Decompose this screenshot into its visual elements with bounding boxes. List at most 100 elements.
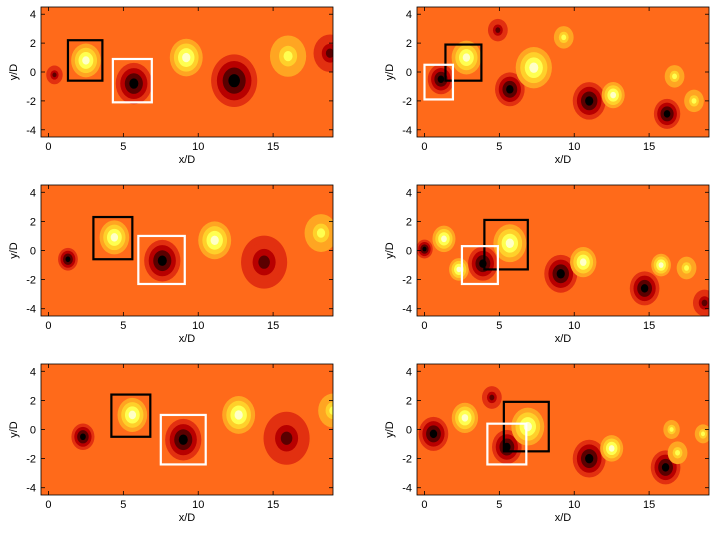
y-tick-label: 2 bbox=[30, 38, 36, 50]
positive-vortex bbox=[169, 38, 203, 77]
positive-vortex bbox=[676, 256, 697, 280]
vortex-contour bbox=[437, 75, 445, 83]
vorticity-panel: 0 5 10 15 4 2 0 -2 -4 x/D y/D bbox=[384, 184, 710, 345]
black-box bbox=[92, 215, 134, 261]
vortex-contour bbox=[82, 56, 90, 65]
positive-vortex bbox=[269, 35, 307, 77]
y-tick-label: 2 bbox=[406, 216, 412, 228]
x-tick-label: 0 bbox=[45, 320, 51, 332]
white-box bbox=[423, 63, 455, 101]
x-tick-label: 0 bbox=[45, 141, 51, 153]
x-tick-label: 5 bbox=[496, 499, 502, 511]
vortex-contour bbox=[128, 410, 137, 420]
y-axis-label: y/D bbox=[384, 421, 396, 438]
vortex-contour bbox=[329, 406, 333, 415]
vorticity-field bbox=[417, 364, 709, 495]
y-tick-label: -2 bbox=[26, 454, 36, 466]
positive-vortex bbox=[600, 435, 624, 462]
black-box bbox=[444, 43, 483, 82]
y-tick-label: 2 bbox=[30, 216, 36, 228]
vorticity-field bbox=[417, 185, 709, 316]
vortex-contour bbox=[461, 414, 469, 422]
positive-vortex bbox=[304, 214, 333, 252]
vorticity-panel: 0 5 10 15 4 2 0 -2 -4 x/D y/D bbox=[8, 184, 334, 345]
positive-vortex bbox=[553, 26, 574, 49]
x-tick-label: 15 bbox=[643, 141, 655, 153]
positive-vortex bbox=[117, 397, 148, 432]
positive-vortex bbox=[667, 441, 688, 465]
vorticity-panel: 0 5 10 15 4 2 0 -2 -4 x/D y/D bbox=[384, 363, 710, 524]
x-tick-label: 10 bbox=[192, 499, 204, 511]
vortex-contour bbox=[178, 434, 188, 445]
vortex-contour bbox=[608, 445, 615, 452]
negative-vortex bbox=[653, 98, 681, 129]
vortex-contour bbox=[283, 50, 293, 62]
vortex-contour bbox=[663, 110, 671, 118]
field-background bbox=[41, 185, 333, 316]
vortex-contour bbox=[65, 256, 71, 263]
y-tick-label: 2 bbox=[406, 38, 412, 50]
y-tick-label: 0 bbox=[30, 246, 36, 258]
black-box bbox=[66, 39, 104, 82]
vortex-contour bbox=[52, 72, 57, 78]
negative-vortex bbox=[263, 411, 310, 465]
y-tick-label: 2 bbox=[30, 395, 36, 407]
negative-vortex bbox=[144, 239, 181, 282]
black-box bbox=[110, 393, 152, 438]
field-background bbox=[417, 185, 709, 316]
positive-vortex bbox=[511, 407, 545, 446]
vortex-contour bbox=[684, 265, 690, 271]
vorticity-panel: 0 5 10 15 4 2 0 -2 -4 x/D y/D bbox=[8, 6, 334, 166]
vortex-contour bbox=[228, 74, 240, 88]
positive-vortex bbox=[318, 393, 333, 428]
vortex-contour bbox=[505, 238, 514, 248]
vortex-contour bbox=[129, 78, 139, 89]
x-tick-label: 15 bbox=[643, 320, 655, 332]
x-tick-label: 10 bbox=[568, 141, 580, 153]
y-tick-label: -4 bbox=[402, 304, 412, 316]
positive-vortex bbox=[684, 89, 704, 113]
x-axis-label: x/D bbox=[179, 154, 196, 166]
y-tick-label: -4 bbox=[26, 483, 36, 495]
vortex-contour bbox=[503, 442, 511, 452]
vorticity-panel: 0 5 10 15 4 2 0 -2 -4 x/D y/D bbox=[384, 6, 710, 166]
vortex-contour bbox=[462, 53, 471, 62]
y-axis-label: y/D bbox=[384, 64, 396, 81]
y-tick-label: 0 bbox=[406, 246, 412, 258]
vortex-contour bbox=[561, 34, 567, 41]
negative-vortex bbox=[58, 247, 78, 271]
positive-vortex bbox=[451, 402, 479, 433]
x-tick-label: 5 bbox=[120, 141, 126, 153]
x-tick-label: 5 bbox=[496, 320, 502, 332]
negative-vortex bbox=[544, 254, 578, 293]
negative-vortex bbox=[115, 62, 152, 105]
vortex-contour bbox=[691, 98, 697, 104]
negative-vortex bbox=[211, 54, 258, 107]
negative-vortex bbox=[417, 239, 433, 259]
vortex-contour bbox=[325, 48, 333, 58]
white-box bbox=[111, 57, 153, 104]
positive-vortex bbox=[449, 258, 469, 281]
x-axis-label: x/D bbox=[555, 154, 572, 166]
negative-vortex bbox=[46, 65, 63, 85]
vortex-contour bbox=[579, 258, 587, 266]
negative-vortex bbox=[165, 418, 202, 461]
y-tick-label: -2 bbox=[26, 96, 36, 108]
vortex-contour bbox=[422, 246, 427, 252]
negative-vortex bbox=[572, 82, 606, 120]
negative-vortex bbox=[487, 18, 508, 42]
vortex-contour bbox=[529, 62, 539, 73]
negative-vortex bbox=[572, 439, 606, 478]
negative-vortex bbox=[418, 416, 449, 451]
negative-vortex bbox=[71, 423, 95, 451]
vortex-contour bbox=[157, 255, 167, 266]
positive-vortex bbox=[515, 47, 552, 89]
y-tick-label: 4 bbox=[406, 9, 412, 21]
negative-vortex bbox=[495, 72, 525, 107]
vortex-contour bbox=[658, 262, 664, 268]
vortex-contour bbox=[610, 91, 617, 99]
vortex-contour bbox=[495, 27, 501, 33]
y-tick-label: 0 bbox=[30, 67, 36, 79]
vortex-contour bbox=[556, 269, 565, 279]
vortex-contour bbox=[701, 299, 708, 307]
